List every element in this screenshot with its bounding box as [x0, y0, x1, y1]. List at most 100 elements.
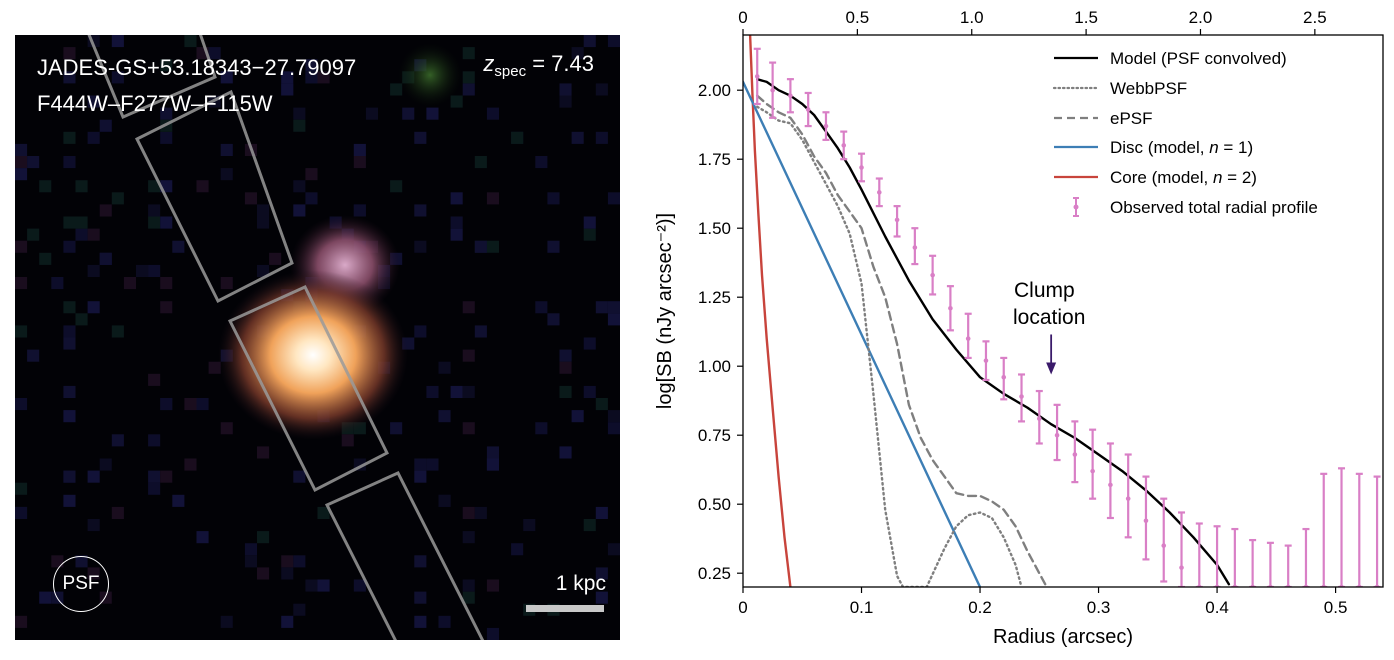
- noise-pixel: [63, 71, 76, 84]
- noise-pixel: [583, 216, 596, 229]
- noise-pixel: [450, 192, 463, 205]
- noise-pixel: [426, 107, 439, 120]
- noise-pixel: [462, 531, 475, 544]
- noise-pixel: [450, 228, 463, 241]
- noise-pixel: [559, 385, 572, 398]
- clump-annotation-line1: Clump: [1014, 279, 1075, 302]
- observed-point: [859, 165, 864, 170]
- noise-pixel: [63, 240, 76, 253]
- noise-pixel: [160, 59, 173, 72]
- noise-pixel: [559, 446, 572, 459]
- noise-pixel: [607, 543, 620, 556]
- noise-pixel: [535, 156, 548, 169]
- noise-pixel: [257, 264, 270, 277]
- noise-pixel: [75, 216, 88, 229]
- noise-pixel: [414, 615, 427, 628]
- noise-pixel: [450, 95, 463, 108]
- noise-pixel: [462, 71, 475, 84]
- observed-point: [788, 93, 793, 99]
- legend-core-suffix: = 2): [1222, 168, 1257, 187]
- noise-pixel: [63, 494, 76, 507]
- noise-pixel: [595, 567, 608, 580]
- noise-pixel: [414, 555, 427, 568]
- noise-pixel: [63, 325, 76, 338]
- noise-pixel: [111, 192, 124, 205]
- series-line-core: [748, 35, 792, 587]
- noise-pixel: [15, 506, 28, 519]
- noise-pixel: [583, 337, 596, 350]
- noise-pixel: [15, 615, 28, 628]
- legend-observed-label: Observed total radial profile: [1110, 198, 1318, 217]
- psf-circle: PSF: [53, 556, 109, 612]
- galaxy-id-label: JADES-GS+53.18343−27.79097: [37, 55, 357, 80]
- noise-pixel: [148, 482, 161, 495]
- noise-pixel: [426, 385, 439, 398]
- observed-point: [965, 336, 971, 341]
- y-tick-label: 0.50: [698, 495, 731, 514]
- x-top-tick-label: 0.5: [846, 8, 870, 27]
- observed-point: [930, 272, 935, 278]
- noise-pixel: [305, 168, 318, 181]
- series-line-webbpsf: [755, 105, 1023, 587]
- legend-disc-prefix: Disc (model,: [1110, 138, 1209, 157]
- noise-pixel: [27, 228, 40, 241]
- noise-pixel: [305, 192, 318, 205]
- noise-pixel: [486, 240, 499, 253]
- noise-pixel: [208, 361, 221, 374]
- observed-point: [1054, 432, 1060, 438]
- noise-pixel: [293, 603, 306, 616]
- x-top-tick-label: 0: [738, 8, 747, 27]
- noise-pixel: [75, 228, 88, 241]
- noise-pixel: [220, 422, 233, 435]
- noise-pixel: [244, 543, 257, 556]
- noise-pixel: [414, 325, 427, 338]
- noise-pixel: [220, 143, 233, 156]
- noise-pixel: [196, 398, 209, 411]
- noise-pixel: [595, 591, 608, 604]
- observed-point: [770, 87, 775, 93]
- noise-pixel: [208, 47, 221, 60]
- noise-pixel: [607, 313, 620, 326]
- noise-pixel: [414, 458, 427, 471]
- noise-pixel: [63, 216, 76, 229]
- observed-point: [912, 245, 918, 250]
- noise-pixel: [27, 349, 40, 362]
- observed-point: [1001, 374, 1007, 380]
- noise-pixel: [474, 506, 487, 519]
- noise-pixel: [15, 240, 28, 253]
- noise-pixel: [172, 494, 185, 507]
- noise-pixel: [160, 277, 173, 290]
- noise-pixel: [511, 543, 524, 556]
- noise-pixel: [99, 119, 112, 132]
- noise-pixel: [63, 47, 76, 60]
- noise-pixel: [63, 337, 76, 350]
- noise-pixel: [87, 301, 100, 314]
- noise-pixel: [462, 83, 475, 96]
- observed-point: [876, 190, 882, 195]
- noise-pixel: [184, 458, 197, 471]
- noise-pixel: [462, 385, 475, 398]
- noise-pixel: [535, 301, 548, 314]
- noise-pixel: [607, 192, 620, 205]
- scale-bar: [526, 605, 604, 612]
- x-tick-label: 0.2: [968, 598, 992, 617]
- noise-pixel: [15, 325, 28, 338]
- observed-point: [823, 123, 829, 129]
- observed-point: [805, 107, 811, 112]
- y-tick-label: 1.25: [698, 288, 731, 307]
- noise-pixel: [462, 591, 475, 604]
- legend: Model (PSF convolved) WebbPSF ePSF Disc …: [1052, 49, 1318, 217]
- noise-pixel: [353, 579, 366, 592]
- noise-pixel: [547, 240, 560, 253]
- noise-pixel: [196, 531, 209, 544]
- noise-pixel: [486, 627, 499, 640]
- y-axis-title: log[SB (nJy arcsec⁻²)]: [654, 213, 676, 409]
- noise-pixel: [450, 385, 463, 398]
- noise-pixel: [462, 47, 475, 60]
- noise-pixel: [559, 349, 572, 362]
- noise-pixel: [220, 168, 233, 181]
- legend-disc-label: Disc (model, n = 1): [1110, 138, 1253, 157]
- noise-pixel: [595, 398, 608, 411]
- observed-point: [1090, 468, 1095, 474]
- noise-pixel: [244, 192, 257, 205]
